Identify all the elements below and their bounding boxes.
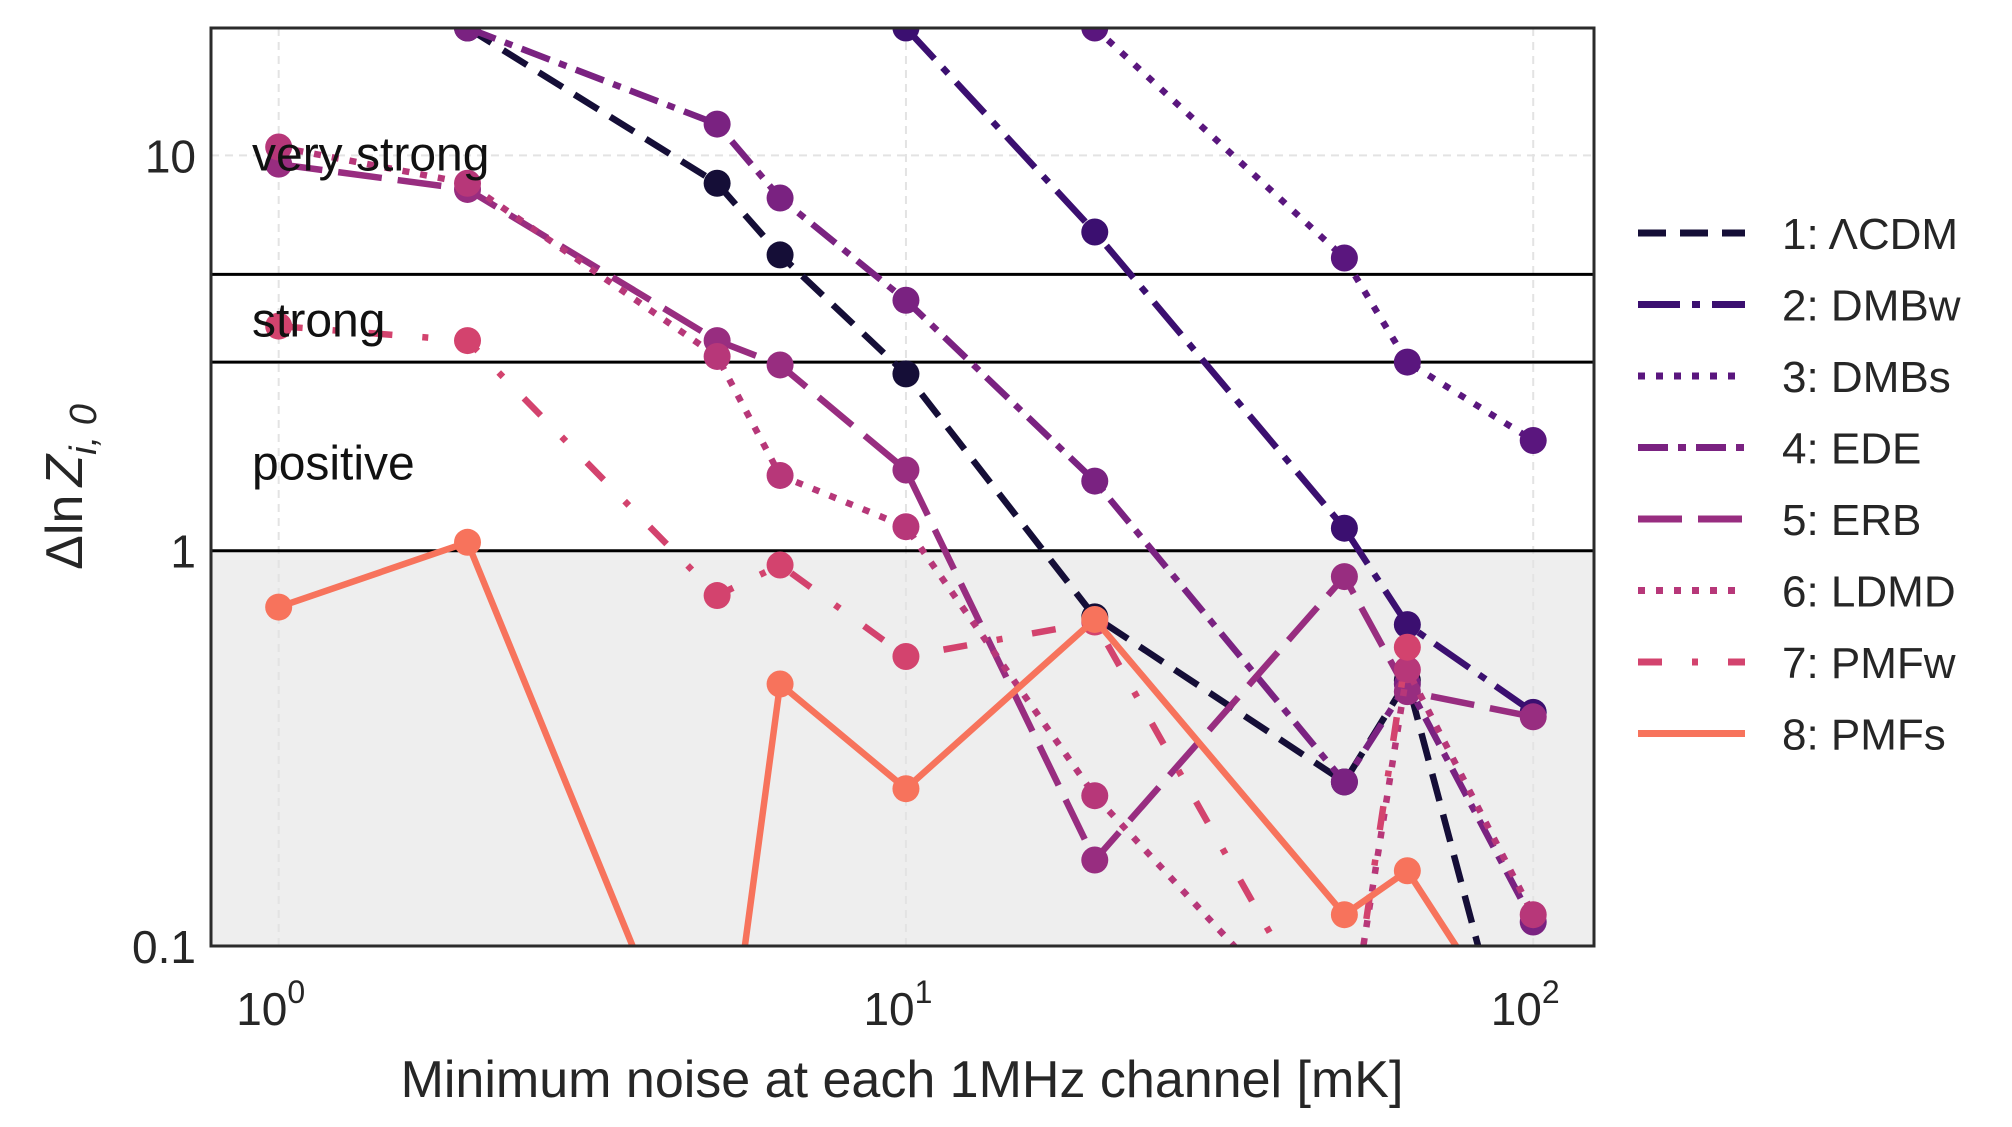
series-point bbox=[703, 342, 731, 370]
series-point bbox=[703, 582, 731, 610]
series-point bbox=[892, 775, 920, 803]
series-point bbox=[1081, 218, 1109, 246]
region-label: very strong bbox=[252, 128, 489, 181]
y-axis-ticks: 0.1 1 10 bbox=[132, 130, 196, 973]
series-point bbox=[892, 286, 920, 314]
region-label: strong bbox=[252, 294, 385, 347]
series-point bbox=[454, 327, 482, 355]
series-line bbox=[903, 28, 1536, 715]
series-point bbox=[1330, 901, 1358, 929]
series-point bbox=[1330, 244, 1358, 272]
series-point bbox=[766, 241, 794, 269]
series-point bbox=[1081, 605, 1109, 633]
legend-label: 6: LDMD bbox=[1782, 568, 1956, 617]
series-line bbox=[1092, 28, 1535, 444]
x-tick-label: 102 bbox=[1491, 974, 1560, 1035]
series-point bbox=[454, 169, 482, 197]
series-point bbox=[1393, 633, 1421, 661]
series-point bbox=[703, 169, 731, 197]
series-point bbox=[892, 642, 920, 670]
series-point bbox=[1393, 348, 1421, 376]
series-point bbox=[265, 133, 293, 161]
y-axis-label-main: Δln bbox=[36, 495, 94, 570]
series-point bbox=[766, 670, 794, 698]
legend-label: 3: DMBs bbox=[1782, 353, 1951, 402]
plot-frame bbox=[209, 26, 1596, 948]
series-point bbox=[1519, 426, 1547, 454]
series-point bbox=[1393, 611, 1421, 639]
series-point bbox=[1520, 1052, 1547, 1079]
x-axis-ticks: 100 101 102 bbox=[236, 974, 1559, 1035]
series-point bbox=[265, 593, 293, 621]
x-tick-exponent: 2 bbox=[1542, 974, 1560, 1010]
series-point bbox=[1081, 28, 1109, 42]
series-point bbox=[1330, 563, 1358, 591]
series-point bbox=[766, 184, 794, 212]
legend-label: 8: PMFs bbox=[1782, 711, 1946, 760]
series-point bbox=[766, 351, 794, 379]
y-axis-label: Δln Zi, 0 bbox=[36, 404, 105, 570]
series-lines bbox=[265, 28, 1547, 1079]
y-tick-label: 0.1 bbox=[132, 921, 196, 973]
y-axis-label-sub: i, 0 bbox=[63, 404, 105, 455]
y-tick-label: 10 bbox=[145, 130, 196, 182]
series-point bbox=[1393, 656, 1421, 684]
series-point bbox=[892, 28, 920, 42]
series-point bbox=[766, 461, 794, 489]
legend-label: 7: PMFw bbox=[1782, 639, 1956, 688]
legend-label: 2: DMBw bbox=[1782, 282, 1961, 331]
legend-label: 1: ΛCDM bbox=[1782, 210, 1958, 259]
series-point bbox=[892, 513, 920, 541]
series-point bbox=[892, 360, 920, 388]
x-tick-base: 10 bbox=[863, 983, 914, 1035]
series-point bbox=[766, 551, 794, 579]
series-point bbox=[1330, 514, 1358, 542]
series-point bbox=[892, 456, 920, 484]
series-point bbox=[1519, 703, 1547, 731]
series-point bbox=[265, 312, 293, 340]
legend-label: 5: ERB bbox=[1782, 496, 1921, 545]
region-label: positive bbox=[252, 438, 415, 491]
series-point bbox=[1519, 901, 1547, 929]
series-line bbox=[466, 28, 1537, 924]
x-tick-base: 10 bbox=[236, 983, 287, 1035]
x-tick-label: 100 bbox=[236, 974, 305, 1035]
series-point bbox=[1330, 768, 1358, 796]
series-point bbox=[454, 28, 482, 42]
series-point bbox=[454, 528, 482, 556]
legend-label: 4: EDE bbox=[1782, 425, 1921, 474]
x-axis-label: Minimum noise at each 1MHz channel [mK] bbox=[401, 1051, 1404, 1109]
y-tick-label: 1 bbox=[170, 526, 196, 578]
legend: 1: ΛCDM 2: DMBw 3: DMBs 4: EDE 5: ERB 6: LDMD… bbox=[1638, 210, 1961, 760]
x-tick-exponent: 1 bbox=[915, 974, 933, 1010]
series-point bbox=[1393, 857, 1421, 885]
series-line bbox=[278, 143, 1537, 946]
region-labels: very strong strong positive bbox=[252, 128, 489, 490]
x-tick-label: 101 bbox=[863, 974, 932, 1035]
series-point bbox=[1081, 467, 1109, 495]
series-point bbox=[703, 110, 731, 138]
series-point bbox=[1081, 846, 1109, 874]
series-point bbox=[1081, 782, 1109, 810]
x-tick-exponent: 0 bbox=[287, 974, 305, 1010]
y-axis-label-var: Z bbox=[36, 453, 94, 489]
x-tick-base: 10 bbox=[1491, 983, 1542, 1035]
